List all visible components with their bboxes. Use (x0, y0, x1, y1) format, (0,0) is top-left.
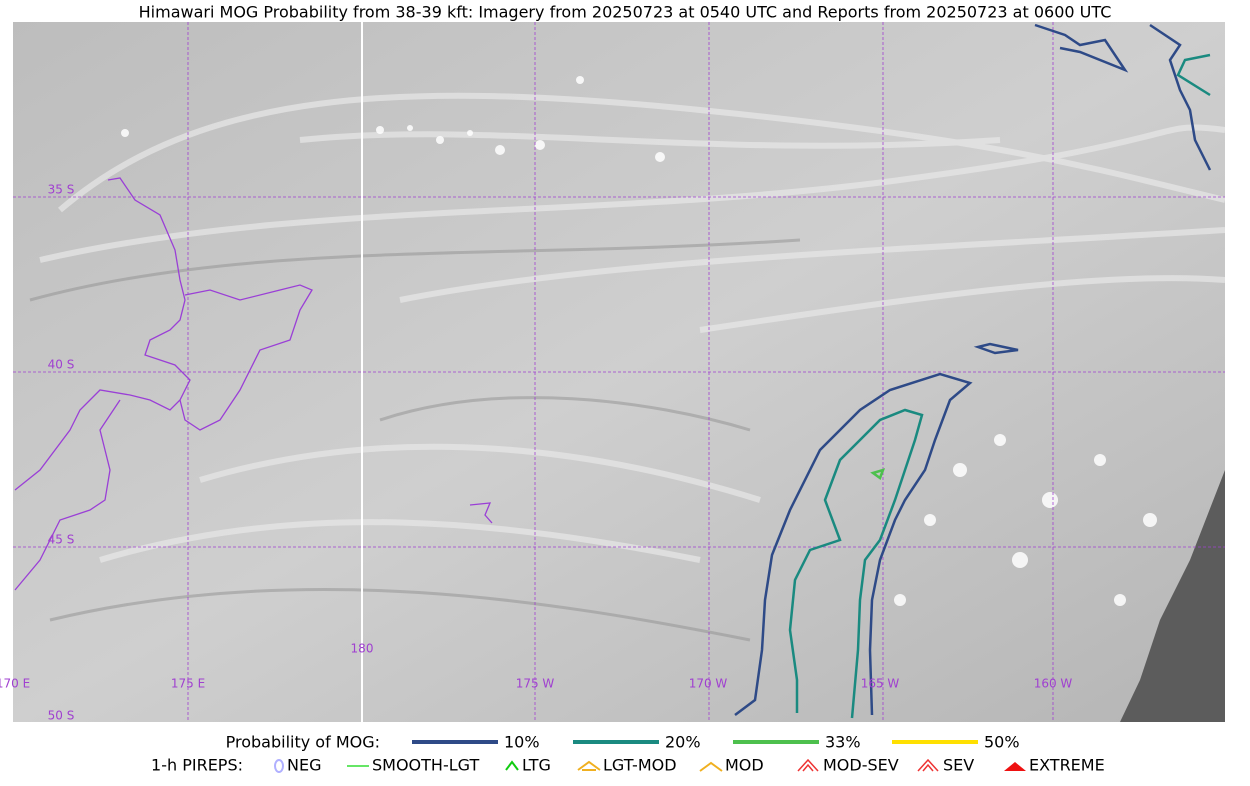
legend-title: Probability of MOG: (226, 733, 380, 752)
lat-label: 40 S (48, 358, 75, 372)
lon-label: 170 W (689, 677, 728, 691)
pirep-icon (1004, 762, 1026, 771)
legend-title: 1-h PIREPS: (151, 756, 243, 775)
lon-label: 180 (351, 642, 374, 656)
pirep-icon (699, 761, 723, 772)
lon-label: 170 E (0, 677, 30, 691)
pirep-label: LTG (522, 756, 551, 775)
lat-label: 35 S (48, 183, 75, 197)
lon-label: 165 W (861, 677, 900, 691)
pirep-label: NEG (287, 756, 321, 775)
mog-contours (734, 23, 1212, 719)
lat-label: 50 S (48, 709, 75, 723)
pirep-label: LGT-MOD (603, 756, 677, 775)
lon-label: 175 E (171, 677, 205, 691)
coastline (14, 177, 493, 591)
pirep-icon (917, 758, 939, 772)
pirep-icon (274, 759, 284, 773)
title: Himawari MOG Probability from 38-39 kft:… (139, 3, 1112, 22)
pirep-label: SEV (943, 756, 974, 775)
pirep-icon (577, 760, 601, 771)
pirep-label: SMOOTH-LGT (372, 756, 479, 775)
lat-label: 45 S (48, 533, 75, 547)
pirep-icon (797, 758, 819, 772)
geo-labels: 35 S 40 S 45 S 50 S 170 E 175 E 180 175 W 170 W 1… (0, 183, 1072, 723)
legend-label: 50% (984, 733, 1020, 752)
legend-label: 10% (504, 733, 540, 752)
legend: Probability of MOG: 10% 20% 33% 50% 1-h PIREP… (151, 733, 1105, 775)
lon-label: 175 W (516, 677, 555, 691)
pirep-label: MOD (725, 756, 764, 775)
pirep-label: EXTREME (1029, 756, 1105, 775)
pirep-label: MOD-SEV (823, 756, 899, 775)
graticule (13, 22, 1225, 722)
lon-label: 160 W (1034, 677, 1073, 691)
legend-label: 33% (825, 733, 861, 752)
legend-label: 20% (665, 733, 701, 752)
pirep-icon (505, 760, 519, 771)
